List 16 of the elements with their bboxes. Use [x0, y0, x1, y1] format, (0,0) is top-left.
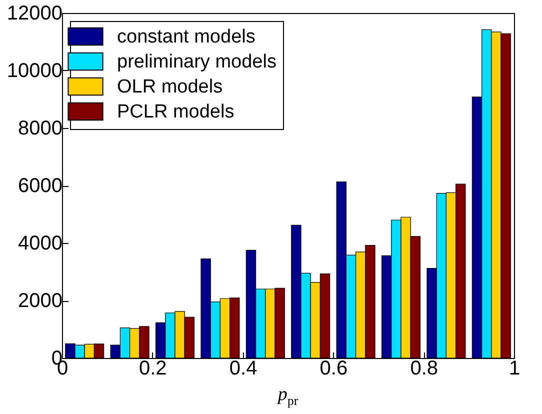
x-axis-title: p$_{pr}$ — [276, 384, 300, 409]
x-tick-label: 0.2 — [138, 358, 167, 380]
y-tick-label: 6000 — [18, 175, 62, 197]
y-tick-label: 12000 — [6, 2, 62, 24]
x-tick-label: 0.6 — [320, 358, 348, 380]
legend-label: preliminary models — [117, 52, 276, 72]
legend-label: PCLR models — [117, 102, 234, 122]
x-tick-label: 0.4 — [229, 358, 258, 380]
y-tick-label: 4000 — [18, 232, 62, 254]
x-tick-label: 0.8 — [410, 358, 438, 380]
y-tick-label: 10000 — [6, 60, 62, 82]
legend-label: constant models — [117, 26, 256, 48]
legend-label: OLR models — [117, 76, 223, 98]
y-tick-label: 2000 — [18, 290, 62, 312]
y-tick-label: 8000 — [18, 118, 62, 140]
x-tick-label: 1 — [508, 358, 520, 380]
